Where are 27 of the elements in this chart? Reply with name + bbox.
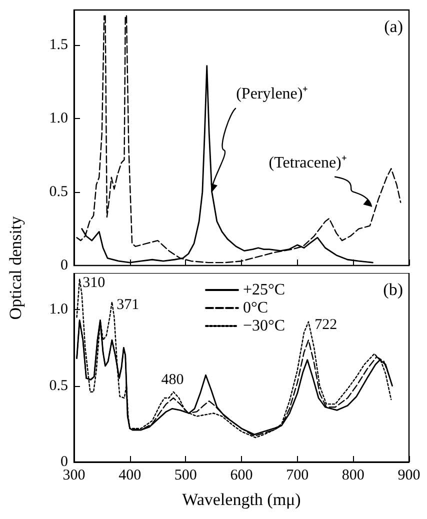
y-axis-title: Optical density bbox=[6, 216, 26, 320]
annotation: 480 bbox=[161, 372, 184, 388]
annotation: (Perylene)⁺ bbox=[236, 86, 308, 103]
annotation: 722 bbox=[314, 316, 338, 333]
y-tick-label: 0 bbox=[60, 454, 68, 470]
annotation: 310 bbox=[82, 275, 106, 292]
y-tick-label: 0.5 bbox=[49, 378, 68, 394]
x-tick-label: 600 bbox=[230, 468, 253, 484]
annotation: (Tetracene)⁺ bbox=[268, 154, 346, 172]
y-tick-label: 1.0 bbox=[49, 110, 68, 127]
y-tick-label: 1.0 bbox=[49, 302, 68, 318]
legend-label: −30°C bbox=[243, 318, 286, 334]
y-tick-label: 0.5 bbox=[49, 184, 68, 200]
x-tick-label: 800 bbox=[342, 468, 364, 484]
annotation: 371 bbox=[116, 296, 140, 313]
x-tick-label: 300 bbox=[62, 468, 86, 484]
x-tick-label: 500 bbox=[174, 468, 197, 484]
y-tick-label: 0 bbox=[60, 258, 68, 274]
legend-label: +25°C bbox=[243, 282, 286, 298]
legend-label: 0°C bbox=[243, 300, 268, 316]
x-tick-label: 900 bbox=[398, 468, 420, 484]
x-tick-label: 400 bbox=[118, 468, 142, 484]
x-tick-label: 700 bbox=[286, 468, 309, 484]
annotation: (b) bbox=[383, 280, 404, 299]
y-tick-label: 1.5 bbox=[49, 37, 68, 54]
annotation: (a) bbox=[384, 17, 404, 36]
x-axis-title: Wavelength (mμ) bbox=[182, 490, 301, 509]
